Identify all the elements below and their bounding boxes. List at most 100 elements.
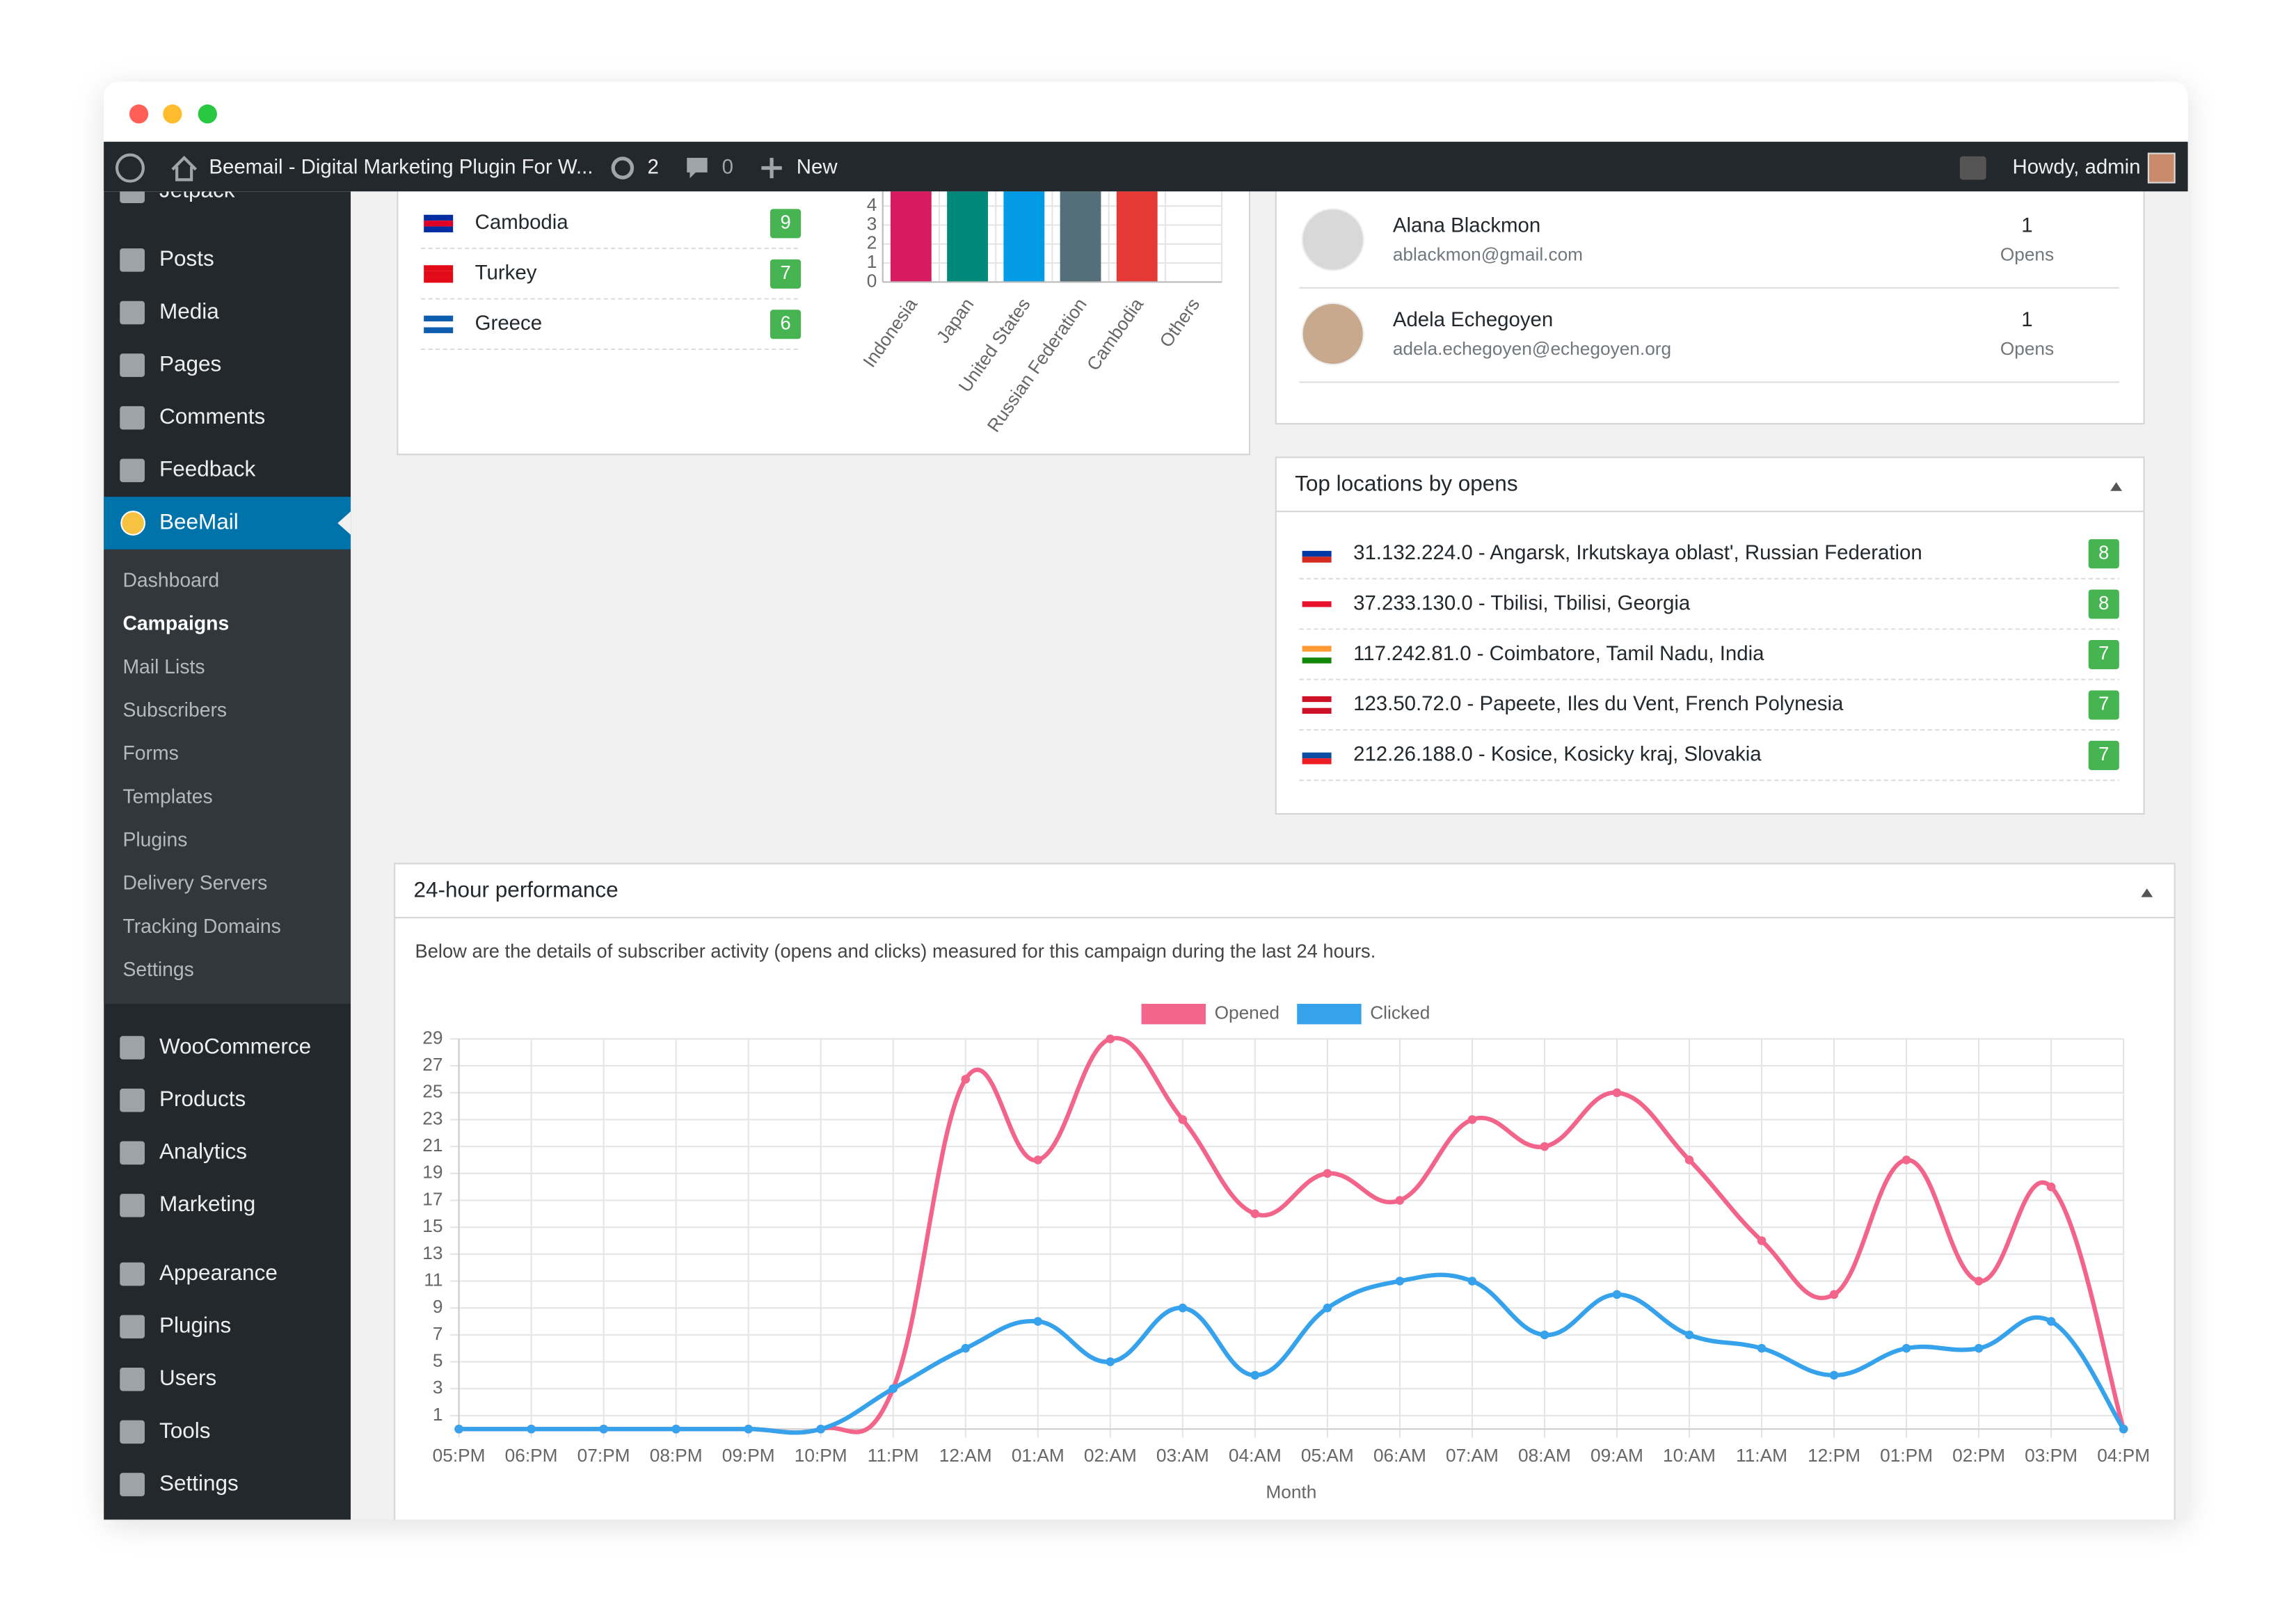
panel-title: 24-hour performance xyxy=(413,877,618,902)
x-tick-label: 12:PM xyxy=(1808,1445,1860,1466)
count: 7 xyxy=(2098,693,2109,714)
submenu-item[interactable]: Settings xyxy=(122,959,193,981)
new-link[interactable]: New xyxy=(797,155,838,178)
menu-item[interactable]: Users xyxy=(159,1365,216,1390)
count-badge xyxy=(2088,589,2119,619)
flag xyxy=(424,214,454,221)
description: Below are the details of subscriber acti… xyxy=(415,941,1376,962)
comments-icon[interactable] xyxy=(687,157,708,179)
wp-logo[interactable] xyxy=(115,153,145,183)
menu-item-active[interactable]: BeeMail xyxy=(159,509,239,534)
menu-item[interactable]: Products xyxy=(159,1086,246,1111)
menu-item[interactable]: Plugins xyxy=(159,1313,231,1338)
legend-label[interactable]: Clicked xyxy=(1370,1002,1430,1023)
menu-icon xyxy=(120,1194,145,1217)
bar xyxy=(1060,191,1101,282)
menu-icon xyxy=(120,1088,145,1112)
site-title[interactable]: Beemail - Digital Marketing Plugin For W… xyxy=(209,155,593,178)
notice-icon[interactable] xyxy=(1959,156,1986,180)
toggle-arrow[interactable] xyxy=(2110,482,2123,491)
submenu-item[interactable]: Plugins xyxy=(122,829,187,851)
x-tick-label: 05:PM xyxy=(433,1445,486,1466)
x-tick-label: 05:AM xyxy=(1301,1445,1354,1466)
menu-item[interactable]: Media xyxy=(159,298,219,323)
menu-item[interactable]: Feedback xyxy=(159,456,256,481)
x-tick-label: 10:PM xyxy=(795,1445,847,1466)
panel xyxy=(397,191,1251,456)
point xyxy=(671,1424,680,1434)
y-tick-label: 0 xyxy=(867,270,877,291)
submenu-item[interactable]: Subscribers xyxy=(122,699,227,721)
point xyxy=(1540,1142,1549,1151)
x-tick-label: 11:PM xyxy=(868,1445,919,1466)
subscriber-name[interactable]: Adela Echegoyen xyxy=(1393,308,1553,331)
menu-item[interactable]: Comments xyxy=(159,403,265,429)
menu-icon xyxy=(120,301,145,325)
x-tick-label: 03:AM xyxy=(1156,1445,1209,1466)
greeting[interactable]: Howdy, admin xyxy=(2012,155,2140,178)
x-tick-label: 06:PM xyxy=(505,1445,558,1466)
zoom-dot[interactable] xyxy=(198,104,217,124)
submenu-item[interactable]: Tracking Domains xyxy=(122,915,280,938)
point xyxy=(2119,1424,2128,1434)
user-avatar[interactable] xyxy=(2147,152,2176,184)
flag xyxy=(1302,601,1332,607)
home-icon[interactable] xyxy=(171,155,197,182)
submenu-item[interactable]: Campaigns xyxy=(122,613,229,635)
location-label: 31.132.224.0 - Angarsk, Irkutskaya oblas… xyxy=(1353,541,1922,564)
legend-swatch[interactable] xyxy=(1141,1004,1206,1025)
y-tick-label: 1 xyxy=(867,251,877,272)
admin-bar: Beemail - Digital Marketing Plugin For W… xyxy=(104,141,2188,192)
x-tick-label: 01:PM xyxy=(1880,1445,1933,1466)
submenu-item[interactable]: Dashboard xyxy=(122,569,219,591)
submenu-item[interactable]: Mail Lists xyxy=(122,656,205,678)
comments-count[interactable]: 0 xyxy=(722,155,733,178)
point xyxy=(1395,1277,1405,1286)
subscriber-name[interactable]: Alana Blackmon xyxy=(1393,214,1540,237)
avatar xyxy=(1301,302,1364,366)
menu-item[interactable]: Appearance xyxy=(159,1260,278,1285)
country-name: Cambodia xyxy=(475,211,569,234)
submenu-item[interactable]: Templates xyxy=(122,785,212,808)
menu-icon xyxy=(120,248,145,272)
close-dot[interactable] xyxy=(129,104,149,124)
point xyxy=(1033,1155,1043,1165)
y-tick-label: 3 xyxy=(433,1377,443,1398)
x-tick-label: 06:AM xyxy=(1373,1445,1426,1466)
menu-item[interactable]: Pages xyxy=(159,351,221,376)
menu-item[interactable]: Posts xyxy=(159,246,214,271)
flag xyxy=(1302,557,1332,563)
menu-item[interactable]: Jetpack xyxy=(159,177,235,202)
submenu-item[interactable]: Delivery Servers xyxy=(122,872,267,895)
toggle-arrow[interactable] xyxy=(2141,888,2153,897)
point xyxy=(1829,1290,1839,1299)
active-arrow xyxy=(337,511,351,535)
minimize-dot[interactable] xyxy=(163,104,182,124)
x-tick-label: 10:AM xyxy=(1663,1445,1716,1466)
new-icon[interactable] xyxy=(761,157,782,179)
point xyxy=(1467,1277,1477,1286)
menu-item[interactable]: WooCommerce xyxy=(159,1033,311,1058)
count-badge xyxy=(770,310,802,339)
bar xyxy=(1003,191,1045,282)
updates-icon[interactable] xyxy=(611,157,635,179)
point xyxy=(1250,1370,1260,1380)
x-tick-label: 07:PM xyxy=(577,1445,630,1466)
flag xyxy=(1302,646,1332,652)
x-tick-label: 08:PM xyxy=(650,1445,703,1466)
menu-item[interactable]: Marketing xyxy=(159,1191,255,1216)
x-axis-title: Month xyxy=(1266,1482,1316,1503)
y-tick-label: 15 xyxy=(422,1215,443,1236)
menu-item[interactable]: Analytics xyxy=(159,1139,247,1164)
menu-item[interactable]: Tools xyxy=(159,1418,211,1443)
submenu-item[interactable]: Forms xyxy=(122,742,178,765)
menu-item[interactable]: Settings xyxy=(159,1470,239,1495)
panel xyxy=(394,863,2176,1520)
legend-label[interactable]: Opened xyxy=(1215,1002,1279,1023)
point xyxy=(1757,1236,1767,1245)
flag xyxy=(1302,651,1332,658)
updates-count[interactable]: 2 xyxy=(648,155,659,178)
point xyxy=(1612,1088,1622,1098)
legend-swatch[interactable] xyxy=(1297,1004,1362,1025)
